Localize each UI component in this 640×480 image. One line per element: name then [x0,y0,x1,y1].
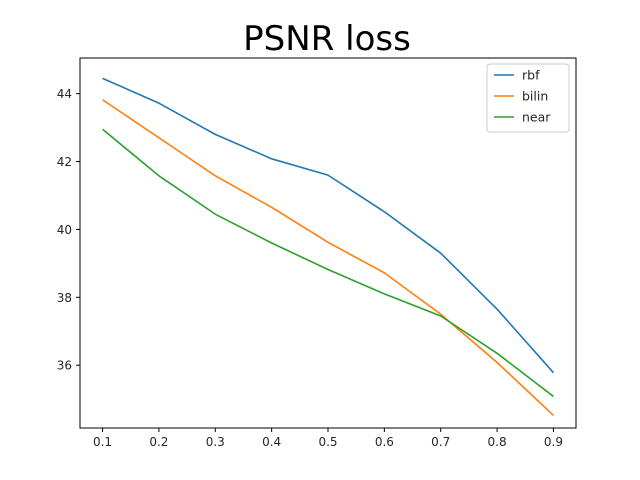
x-axis: 0.1 0.2 0.3 0.4 0.5 0.6 0.7 0.8 0.9 [93,428,563,449]
legend-box [486,63,570,133]
x-tick-label: 0.4 [262,435,281,449]
y-tick-label: 44 [57,87,72,101]
y-tick-label: 38 [57,291,72,305]
x-tick-label: 0.6 [375,435,394,449]
legend-label-near: near [522,110,551,125]
y-tick-label: 42 [57,155,72,169]
x-tick-label: 0.3 [206,435,225,449]
legend-label-rbf: rbf [522,68,540,83]
chart-title: PSNR loss [243,19,411,59]
x-tick-label: 0.9 [544,435,563,449]
x-tick-label: 0.5 [318,435,337,449]
x-tick-label: 0.8 [488,435,507,449]
y-tick-label: 40 [57,223,72,237]
legend: rbf bilin near [486,63,570,133]
series-line-bilin [102,99,554,417]
y-tick-label: 36 [57,359,72,373]
y-axis: 36 38 40 42 44 [57,87,80,373]
series-line-near [102,128,554,398]
x-tick-label: 0.1 [93,435,112,449]
x-tick-label: 0.7 [431,435,450,449]
legend-label-bilin: bilin [522,89,548,104]
x-tick-label: 0.2 [149,435,168,449]
plot-lines [102,77,555,417]
series-line-rbf [102,77,555,374]
